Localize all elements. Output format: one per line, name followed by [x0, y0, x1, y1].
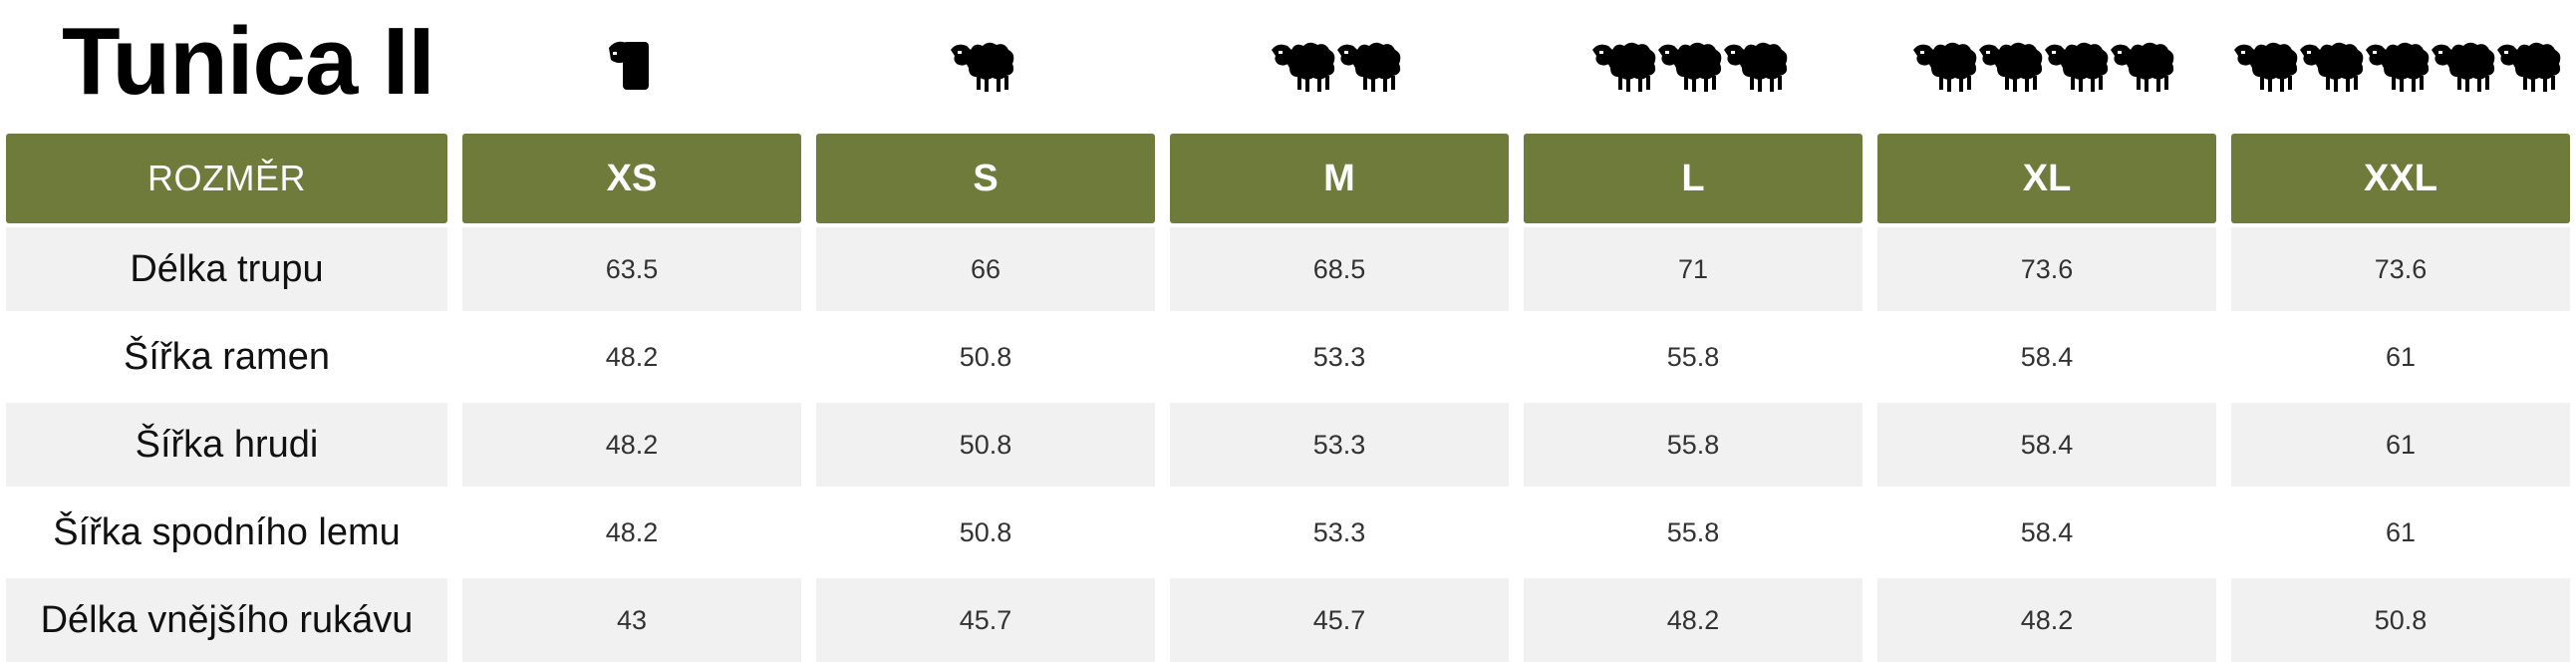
table-cell: 48.2 — [1877, 578, 2216, 662]
table-cell: 68.5 — [1170, 227, 1509, 311]
row-label: Šířka ramen — [124, 335, 330, 378]
header-size-l: L — [1524, 134, 1862, 223]
table-cell: 50.8 — [959, 516, 1012, 547]
table-cell: 48.2 — [1524, 578, 1862, 662]
sheep-icon — [1272, 42, 1335, 92]
header-size-xxl: XXL — [2231, 134, 2570, 223]
table-cell: 61 — [2231, 403, 2570, 487]
sheep-icon — [609, 41, 649, 90]
table-cell: 50.8 — [959, 341, 1012, 372]
sheep-row-xxl — [2231, 30, 2570, 100]
sheep-icon — [1592, 42, 1656, 92]
page-title: Tunica II — [62, 8, 434, 115]
table-cell: 50.8 — [2231, 578, 2570, 662]
table-cell: 48.2 — [462, 403, 801, 487]
sheep-row-l — [1524, 30, 1862, 100]
sheep-row-xl — [1877, 30, 2216, 100]
table-cell: 73.6 — [2231, 227, 2570, 311]
sheep-icon — [2432, 42, 2495, 92]
table-cell: 58.4 — [2020, 516, 2074, 547]
table-cell: 58.4 — [2020, 341, 2074, 372]
table-cell: 48.2 — [605, 341, 659, 372]
header-size-label: ROZMĚR — [6, 134, 447, 223]
table-cell: 53.3 — [1170, 403, 1509, 487]
table-cell: 55.8 — [1666, 341, 1720, 372]
row-label: Délka vnějšího rukávu — [6, 578, 447, 662]
header-size-xl: XL — [1877, 134, 2216, 223]
table-cell: 71 — [1524, 227, 1862, 311]
sheep-icon — [2234, 42, 2298, 92]
sheep-icon — [2497, 42, 2561, 92]
row-label: Šířka spodního lemu — [53, 510, 401, 553]
sheep-icon — [1913, 42, 1977, 92]
row-label: Šířka hrudi — [6, 403, 447, 487]
table-cell: 50.8 — [816, 403, 1155, 487]
sheep-icon — [1337, 42, 1401, 92]
table-cell: 48.2 — [605, 516, 659, 547]
sheep-icon — [2045, 42, 2109, 92]
sheep-icon — [1658, 42, 1722, 92]
table-cell: 73.6 — [1877, 227, 2216, 311]
sheep-row-m — [1170, 30, 1509, 100]
sheep-icon — [2111, 42, 2174, 92]
table-cell: 55.8 — [1666, 516, 1720, 547]
table-cell: 55.8 — [1524, 403, 1862, 487]
sheep-icon — [1724, 42, 1788, 92]
table-cell: 61 — [2385, 516, 2417, 547]
table-cell: 61 — [2385, 341, 2417, 372]
row-label: Délka trupu — [6, 227, 447, 311]
size-table: ROZMĚR XS S M L XL XXL Délka trupu 63.5 … — [6, 134, 2570, 662]
sheep-icon — [2300, 42, 2364, 92]
sheep-row-s — [816, 30, 1155, 100]
table-cell: 66 — [816, 227, 1155, 311]
table-cell: 45.7 — [1170, 578, 1509, 662]
table-cell: 45.7 — [816, 578, 1155, 662]
table-cell: 53.3 — [1312, 516, 1366, 547]
header-size-xs: XS — [462, 134, 801, 223]
header-size-s: S — [816, 134, 1155, 223]
sheep-row-xs — [462, 30, 801, 100]
sheep-icon — [2366, 42, 2430, 92]
table-cell: 63.5 — [462, 227, 801, 311]
sheep-icon — [1979, 42, 2043, 92]
table-cell: 53.3 — [1312, 341, 1366, 372]
header-size-m: M — [1170, 134, 1509, 223]
sheep-icon — [951, 42, 1014, 92]
table-cell: 58.4 — [1877, 403, 2216, 487]
table-cell: 43 — [462, 578, 801, 662]
